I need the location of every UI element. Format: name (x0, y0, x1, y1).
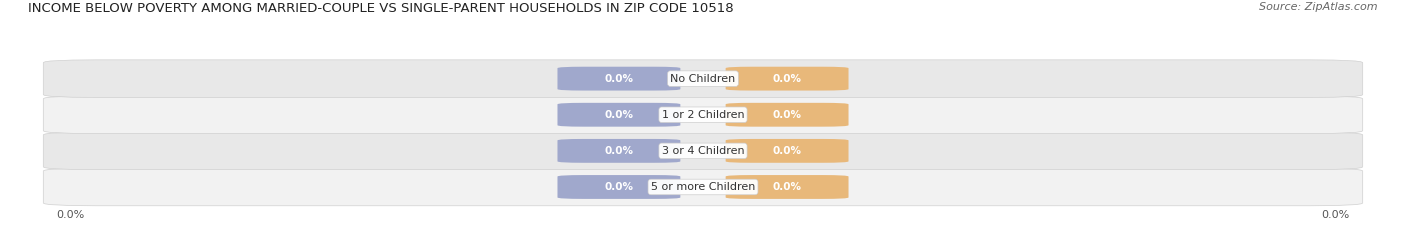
FancyBboxPatch shape (44, 96, 1362, 134)
Text: 1 or 2 Children: 1 or 2 Children (662, 110, 744, 120)
Text: 0.0%: 0.0% (1322, 210, 1350, 220)
Text: 5 or more Children: 5 or more Children (651, 182, 755, 192)
FancyBboxPatch shape (558, 67, 681, 91)
FancyBboxPatch shape (44, 60, 1362, 97)
FancyBboxPatch shape (558, 103, 681, 127)
Text: 3 or 4 Children: 3 or 4 Children (662, 146, 744, 156)
Text: 0.0%: 0.0% (605, 110, 634, 120)
Text: No Children: No Children (671, 74, 735, 84)
Text: 0.0%: 0.0% (772, 110, 801, 120)
Text: INCOME BELOW POVERTY AMONG MARRIED-COUPLE VS SINGLE-PARENT HOUSEHOLDS IN ZIP COD: INCOME BELOW POVERTY AMONG MARRIED-COUPL… (28, 2, 734, 15)
FancyBboxPatch shape (725, 175, 849, 199)
FancyBboxPatch shape (725, 139, 849, 163)
FancyBboxPatch shape (725, 67, 849, 91)
FancyBboxPatch shape (44, 168, 1362, 206)
FancyBboxPatch shape (558, 139, 681, 163)
Text: 0.0%: 0.0% (772, 182, 801, 192)
Text: 0.0%: 0.0% (605, 74, 634, 84)
FancyBboxPatch shape (44, 132, 1362, 170)
Text: 0.0%: 0.0% (605, 146, 634, 156)
FancyBboxPatch shape (558, 175, 681, 199)
Text: 0.0%: 0.0% (605, 182, 634, 192)
Text: Source: ZipAtlas.com: Source: ZipAtlas.com (1260, 2, 1378, 12)
Text: 0.0%: 0.0% (772, 146, 801, 156)
Text: 0.0%: 0.0% (56, 210, 84, 220)
Text: 0.0%: 0.0% (772, 74, 801, 84)
FancyBboxPatch shape (725, 103, 849, 127)
